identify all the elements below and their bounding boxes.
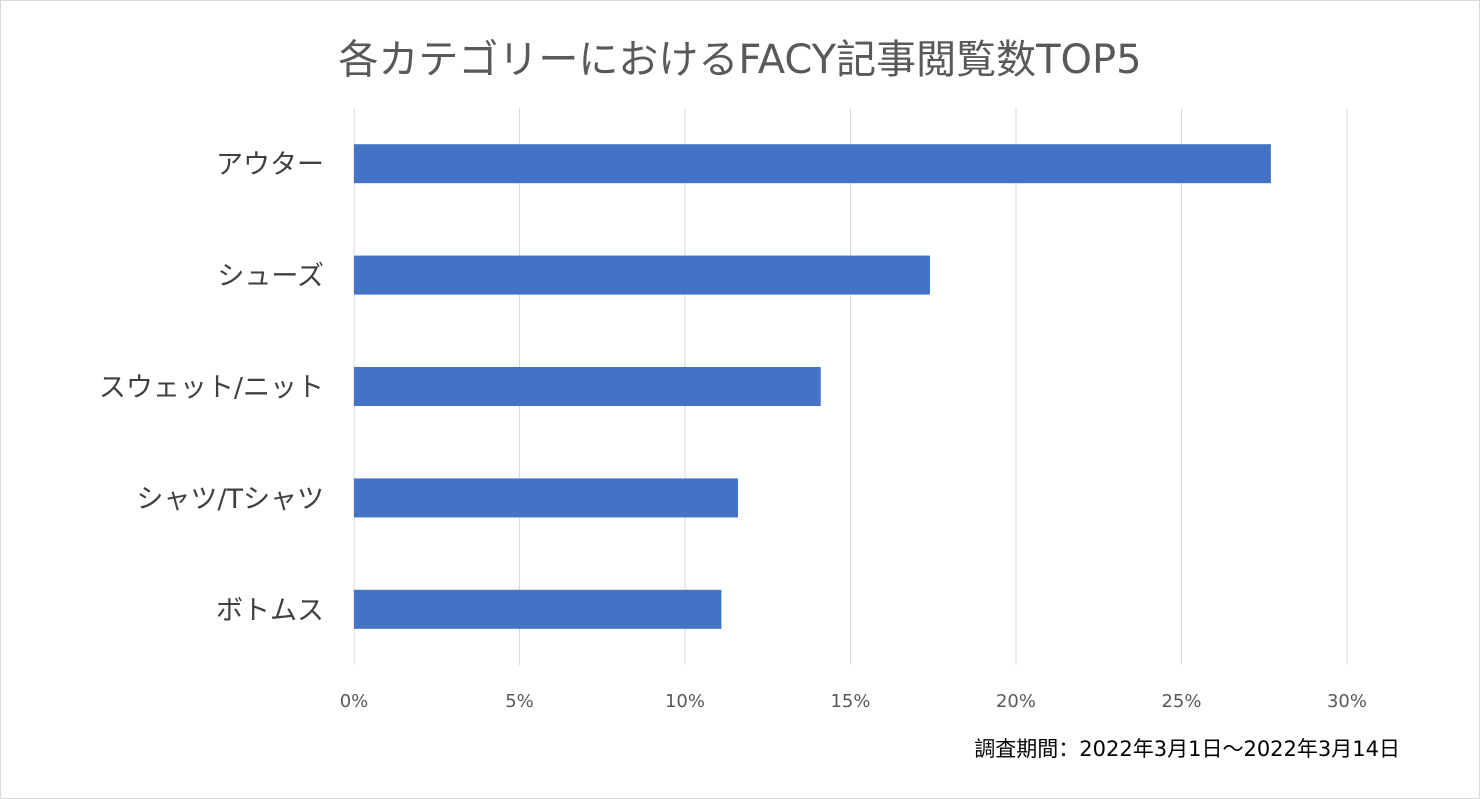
category-label: アウター [216,150,324,181]
bars [354,144,1271,629]
x-tick-label: 20% [996,691,1036,712]
x-tick-label: 15% [830,691,870,712]
chart-title: 各カテゴリーにおけるFACY記事閲覧数TOP5 [338,37,1142,83]
bar-2 [354,255,930,295]
x-tick-label: 25% [1161,691,1201,712]
bar-4 [354,478,738,518]
category-label: シューズ [217,261,324,292]
bar-1 [354,144,1271,184]
x-tick-label: 0% [340,691,369,712]
x-tick-label: 10% [665,691,705,712]
category-label: ボトムス [216,595,324,626]
survey-period-note: 調査期間：2022年3月1日～2022年3月14日 [974,737,1400,761]
category-label: シャツ/Tシャツ [136,484,324,515]
x-tick-label: 30% [1327,691,1367,712]
bar-5 [354,589,722,629]
bar-3 [354,367,821,406]
category-label: スウェット/ニット [99,373,324,404]
tick-labels: 0% 5% 10% 15% 20% 25% 30% [340,691,1367,712]
x-tick-label: 5% [505,691,534,712]
